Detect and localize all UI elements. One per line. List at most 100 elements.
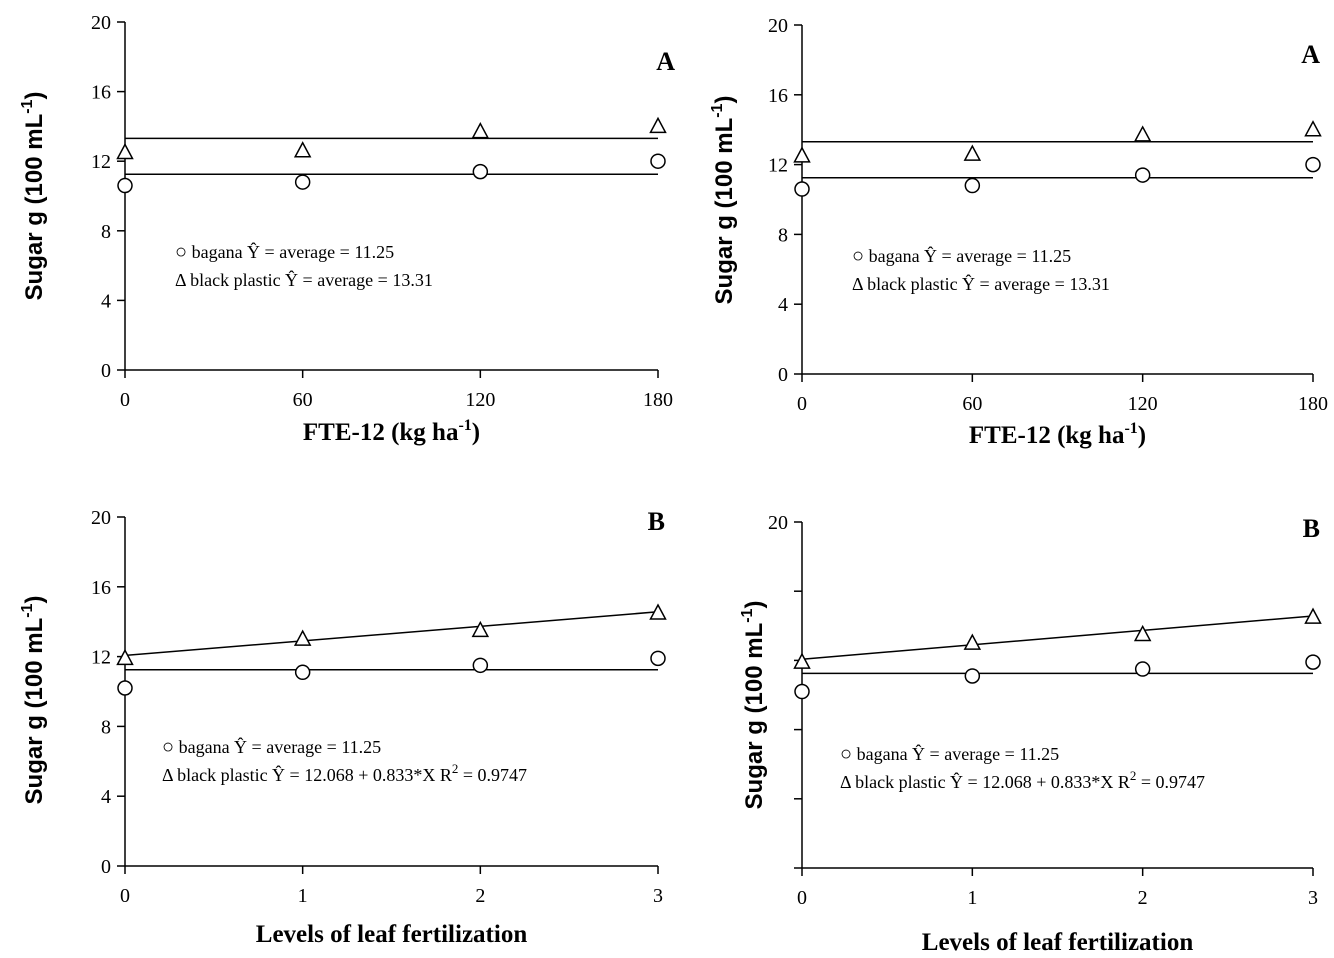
y-tick-label: 0 (101, 856, 111, 878)
legend-text: black plastic Ŷ = average = 13.31 (186, 269, 433, 290)
legend-text: black plastic Ŷ = 12.068 + 0.833*X R (173, 764, 452, 785)
x-axis-label-text: FTE-12 (kg ha (969, 422, 1125, 449)
legend-entry: Δ black plastic Ŷ = average = 13.31 (852, 273, 1110, 294)
y-tick-label: 20 (91, 507, 111, 529)
x-axis-label-text: FTE-12 (kg ha (303, 419, 459, 446)
y-axis-label: Sugar g (100 mL-1) (739, 601, 768, 810)
x-tick-label: 0 (120, 885, 130, 907)
circle-point (117, 177, 133, 194)
y-axis-label-text: ) (741, 601, 768, 609)
x-axis-label: Levels of leaf fertilization (922, 929, 1194, 953)
legend-superscript: 2 (1130, 768, 1137, 783)
circle-point (1134, 167, 1151, 183)
panel-label: A (1301, 40, 1320, 69)
y-tick-label: 8 (101, 716, 111, 738)
x-axis-label-text: ) (472, 419, 480, 446)
legend-symbol: Δ (175, 270, 186, 290)
triangle-point (793, 652, 811, 669)
triangle-point (1304, 607, 1322, 624)
legend-entry: ○ bagana Ŷ = average = 11.25 (175, 241, 394, 263)
x-tick-label: 180 (1298, 393, 1328, 415)
x-tick-label: 0 (797, 393, 807, 415)
x-axis-label-text: Levels of leaf fertilization (256, 921, 528, 948)
legend-text: bagana Ŷ = average = 11.25 (187, 241, 394, 262)
y-tick-label: 16 (91, 577, 111, 599)
x-axis-label-superscript: -1 (1124, 420, 1137, 437)
triangle-series-fit-line (124, 611, 659, 657)
x-axis-label: FTE-12 (kg ha-1) (303, 417, 480, 446)
panel-label: B (1303, 514, 1320, 543)
circle-point (472, 657, 489, 674)
triangle-point (793, 146, 811, 163)
triangle-point (116, 648, 134, 666)
x-tick-label: 1 (298, 885, 308, 907)
x-tick-label: 60 (293, 389, 313, 411)
chart-panel: 20 0 1 2 3 Levels of leaf fertilization Sugar … (739, 512, 1322, 956)
triangle-point (471, 122, 490, 139)
panel-label: A (656, 47, 675, 76)
legend-symbol: ○ (162, 736, 174, 758)
y-axis-label-superscript: -1 (739, 608, 756, 622)
y-tick-label: 12 (91, 151, 111, 173)
legend-symbol: Δ (162, 765, 173, 785)
circle-point (1305, 654, 1321, 670)
legend-symbol: Δ (852, 274, 863, 294)
x-tick-label: 2 (475, 885, 485, 907)
legend-text: black plastic Ŷ = average = 13.31 (863, 273, 1110, 294)
triangle-series-fit-line (801, 615, 1314, 660)
x-tick-label: 3 (653, 885, 663, 907)
x-tick-label: 60 (962, 393, 982, 415)
legend-entry: ○ bagana Ŷ = average = 11.25 (852, 245, 1071, 267)
triangle-point (963, 633, 982, 650)
y-tick-label: 4 (101, 290, 111, 312)
y-axis-label-text: ) (711, 96, 738, 104)
y-tick-label: 12 (91, 647, 111, 669)
circle-point (794, 181, 810, 197)
circle-point (1134, 661, 1151, 677)
y-axis-label-text: ) (21, 92, 48, 100)
panel-label: B (648, 507, 665, 536)
circle-point (650, 153, 666, 169)
legend-symbol: ○ (175, 241, 187, 263)
legend-symbol: ○ (852, 245, 864, 267)
triangle-point (1304, 120, 1322, 137)
x-tick-label: 2 (1138, 887, 1148, 909)
circle-point (294, 664, 311, 681)
y-axis-label-text: Sugar g (100 mL (711, 118, 738, 305)
y-tick-label: 16 (91, 82, 111, 104)
legend-text: = 0.9747 (1136, 772, 1205, 792)
legend-superscript: 2 (452, 761, 459, 776)
circle-point (964, 177, 981, 194)
legend-symbol: Δ (840, 772, 851, 792)
circle-point (1305, 156, 1321, 173)
y-tick-label: 0 (101, 360, 111, 382)
y-axis-label-superscript: -1 (19, 603, 36, 617)
y-axis-label: Sugar g (100 mL-1) (709, 96, 738, 305)
legend-symbol: ○ (840, 743, 852, 765)
triangle-point (963, 144, 982, 161)
y-axis-label: Sugar g (100 mL-1) (19, 92, 48, 301)
y-tick-label: 4 (101, 786, 111, 808)
triangle-point (649, 603, 667, 620)
x-tick-label: 120 (465, 389, 495, 411)
triangle-point (293, 141, 312, 158)
y-axis-label-superscript: -1 (19, 99, 36, 113)
x-axis-label-text: Levels of leaf fertilization (922, 929, 1194, 953)
y-tick-label: 16 (768, 85, 788, 107)
y-tick-label: 20 (91, 12, 111, 34)
triangle-point (293, 629, 312, 646)
y-tick-label: 12 (768, 155, 788, 177)
y-tick-label: 20 (768, 512, 788, 534)
y-axis-label: Sugar g (100 mL-1) (19, 596, 48, 805)
triangle-point (649, 116, 667, 134)
y-axis-label-text: Sugar g (100 mL (21, 618, 48, 805)
x-axis-label-text: ) (1138, 422, 1146, 449)
x-axis-label: FTE-12 (kg ha-1) (969, 420, 1146, 449)
triangle-point (116, 142, 134, 160)
triangle-point (471, 620, 490, 638)
